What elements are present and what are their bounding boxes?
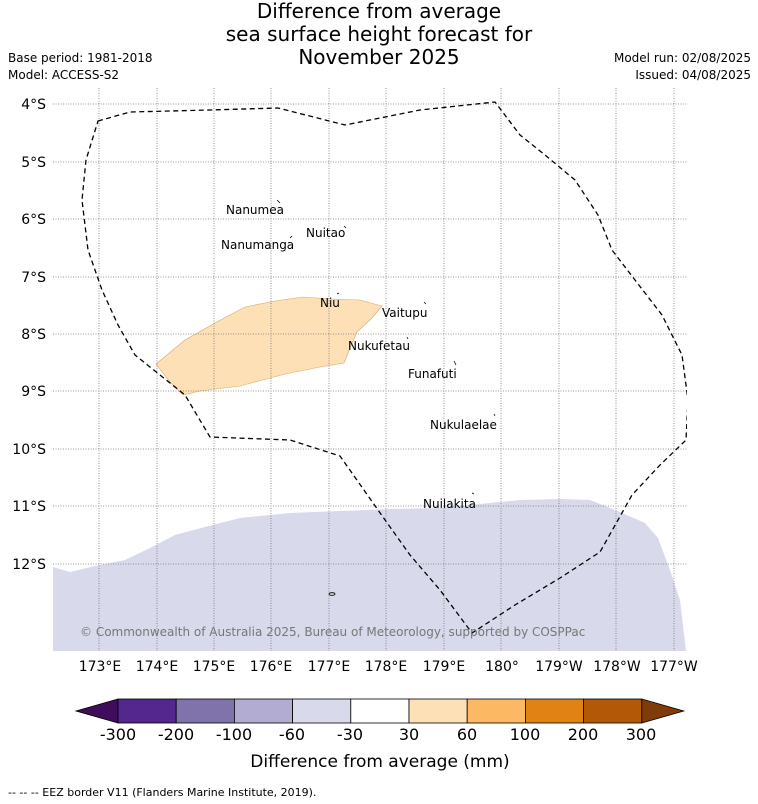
island-labels: Nanumea Nuitao Nanumanga Niu Vaitupu Nuk…	[221, 203, 497, 511]
colorbar-tick: -100	[216, 725, 252, 744]
chart-title: Difference from average sea surface heig…	[0, 0, 758, 69]
negative-anomaly-area	[53, 499, 686, 651]
lon-label: 173°E	[79, 659, 122, 675]
colorbar-tick: 100	[510, 725, 541, 744]
lat-label: 6°S	[21, 212, 46, 228]
colorbar-swatch	[175, 698, 235, 724]
colorbar-swatch	[350, 698, 410, 724]
colorbar-tick: -30	[337, 725, 363, 744]
lon-label: 180°	[485, 659, 519, 675]
colorbar-swatches	[74, 698, 686, 724]
colorbar-tick: -60	[279, 725, 305, 744]
title-line-1: Difference from average	[256, 0, 502, 23]
lat-label: 4°S	[21, 97, 46, 113]
island-dot-nuitao	[343, 225, 347, 229]
lon-label: 174°E	[136, 659, 179, 675]
island-label-nanumea: Nanumea	[226, 203, 284, 217]
colorbar-ticks: -300 -200 -100 -60 -30 30 60 100 200 300	[100, 725, 656, 744]
colorbar-swatch	[408, 698, 468, 724]
model-run: Model run: 02/08/2025	[613, 51, 751, 65]
meta-left: Base period: 1981-2018 Model: ACCESS-S2	[8, 50, 153, 84]
model-name: Model: ACCESS-S2	[8, 68, 120, 82]
island-label-nuitao: Nuitao	[306, 226, 345, 240]
lon-label: 175°E	[193, 659, 236, 675]
lat-label: 12°S	[12, 557, 46, 573]
lon-label: 179°W	[535, 659, 583, 675]
colorbar: -300 -200 -100 -60 -30 30 60 100 200 300…	[74, 698, 686, 772]
colorbar-tick: 60	[457, 725, 477, 744]
lat-label: 8°S	[21, 327, 46, 343]
issued-date: Issued: 04/08/2025	[635, 68, 751, 82]
island-label-nukufetau: Nukufetau	[348, 339, 410, 353]
colorbar-swatch	[466, 698, 526, 724]
lon-label: 176°E	[250, 659, 293, 675]
colorbar-extend-low	[74, 698, 119, 724]
colorbar-tick: -300	[100, 725, 136, 744]
lat-axis-labels: 4°S 5°S 6°S 7°S 8°S 9°S 10°S 11°S 12°S	[12, 97, 46, 573]
colorbar-swatch	[292, 698, 352, 724]
eez-border	[81, 101, 687, 634]
island-label-niu: Niu	[320, 296, 340, 310]
base-period: Base period: 1981-2018	[8, 51, 153, 65]
lon-label: 177°E	[308, 659, 351, 675]
colorbar-tick: 300	[626, 725, 657, 744]
lon-label: 178°W	[593, 659, 641, 675]
lat-label: 10°S	[12, 442, 46, 458]
lon-label: 178°E	[365, 659, 408, 675]
island-dot-nanumanga	[289, 235, 293, 239]
title-line-2: sea surface height forecast for	[225, 22, 533, 46]
eez-legend-note: -- -- -- EEZ border V11 (Flanders Marine…	[8, 786, 317, 799]
colorbar-swatch	[583, 698, 643, 724]
lat-label: 9°S	[21, 384, 46, 400]
lon-axis-labels: 173°E 174°E 175°E 176°E 177°E 178°E 179°…	[79, 659, 698, 675]
colorbar-label: Difference from average (mm)	[250, 752, 509, 772]
positive-anomaly-area	[155, 296, 383, 396]
lon-label: 177°W	[650, 659, 698, 675]
colorbar-tick: 30	[399, 725, 419, 744]
colorbar-tick: 200	[568, 725, 599, 744]
island-dot-reef	[328, 592, 336, 596]
colorbar-tick: -200	[158, 725, 194, 744]
lat-label: 5°S	[21, 155, 46, 171]
island-dot-funafuti	[453, 360, 457, 366]
colorbar-swatch	[117, 698, 177, 724]
island-label-nanumanga: Nanumanga	[221, 238, 294, 252]
island-dot-vaitupu	[423, 301, 427, 305]
colorbar-extend-high	[641, 698, 686, 724]
lon-label: 179°E	[423, 659, 466, 675]
lat-label: 11°S	[12, 499, 46, 515]
copyright-notice: © Commonwealth of Australia 2025, Bureau…	[80, 625, 585, 639]
island-label-nuilakita: Nuilakita	[423, 497, 476, 511]
title-line-3: November 2025	[298, 45, 460, 69]
lat-label: 7°S	[21, 270, 46, 286]
colorbar-swatch	[525, 698, 585, 724]
island-dot-nukulaelae	[493, 413, 496, 417]
map-panel: Nanumea Nuitao Nanumanga Niu Vaitupu Nuk…	[53, 88, 687, 651]
island-dot-nuilakita	[471, 492, 475, 495]
meta-right: Model run: 02/08/2025 Issued: 04/08/2025	[614, 50, 751, 84]
island-dot-niu	[336, 292, 340, 295]
island-label-funafuti: Funafuti	[408, 367, 457, 381]
island-dot-nanumea	[276, 199, 281, 204]
colorbar-swatch	[233, 698, 293, 724]
island-dot-nukufetau	[406, 336, 409, 340]
island-label-nukulaelae: Nukulaelae	[430, 418, 497, 432]
island-dots	[276, 199, 496, 596]
island-label-vaitupu: Vaitupu	[382, 306, 428, 320]
